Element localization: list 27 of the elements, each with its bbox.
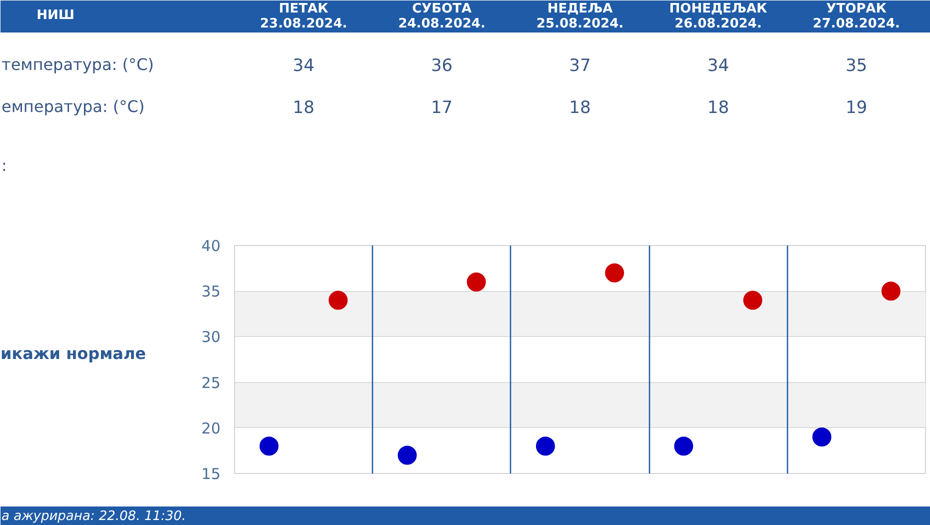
text: ПОНЕДЕЉАК 26.08.2024. [669,2,768,32]
data-label: 34 [707,56,730,76]
text: ПЕТАК 23.08.2024. [260,2,348,32]
y-tick-label: 35 [201,282,221,301]
data-label: 18 [707,98,730,118]
y-tick-label: 30 [201,328,221,346]
data-label: 17 [430,98,453,118]
y-tick-label: 15 [201,465,221,483]
text: УТОРАК 27.08.2024. [812,2,900,32]
data-label: 18 [292,98,314,118]
data-label: 35 [846,56,868,76]
text: температура: (°C) [2,55,154,74]
text: : [2,156,7,175]
text: икажи нормале [0,344,146,364]
text: СУБОТА 24.08.2024. [398,2,486,32]
data-label: 34 [292,56,314,76]
y-tick-label: 25 [201,374,221,392]
y-tick-label: 40 [201,237,221,255]
data-label: 36 [430,56,453,76]
text: а ажурирана: 22.08. 11:30. [2,509,186,524]
text: НЕДЕЉА 25.08.2024. [536,2,624,32]
data-label: 37 [569,56,591,76]
y-tick-label: 20 [201,419,221,438]
data-label: 19 [846,98,868,118]
data-label: 18 [569,98,591,118]
text: НИШ [36,8,74,23]
text: емпература: (°C) [2,97,145,116]
